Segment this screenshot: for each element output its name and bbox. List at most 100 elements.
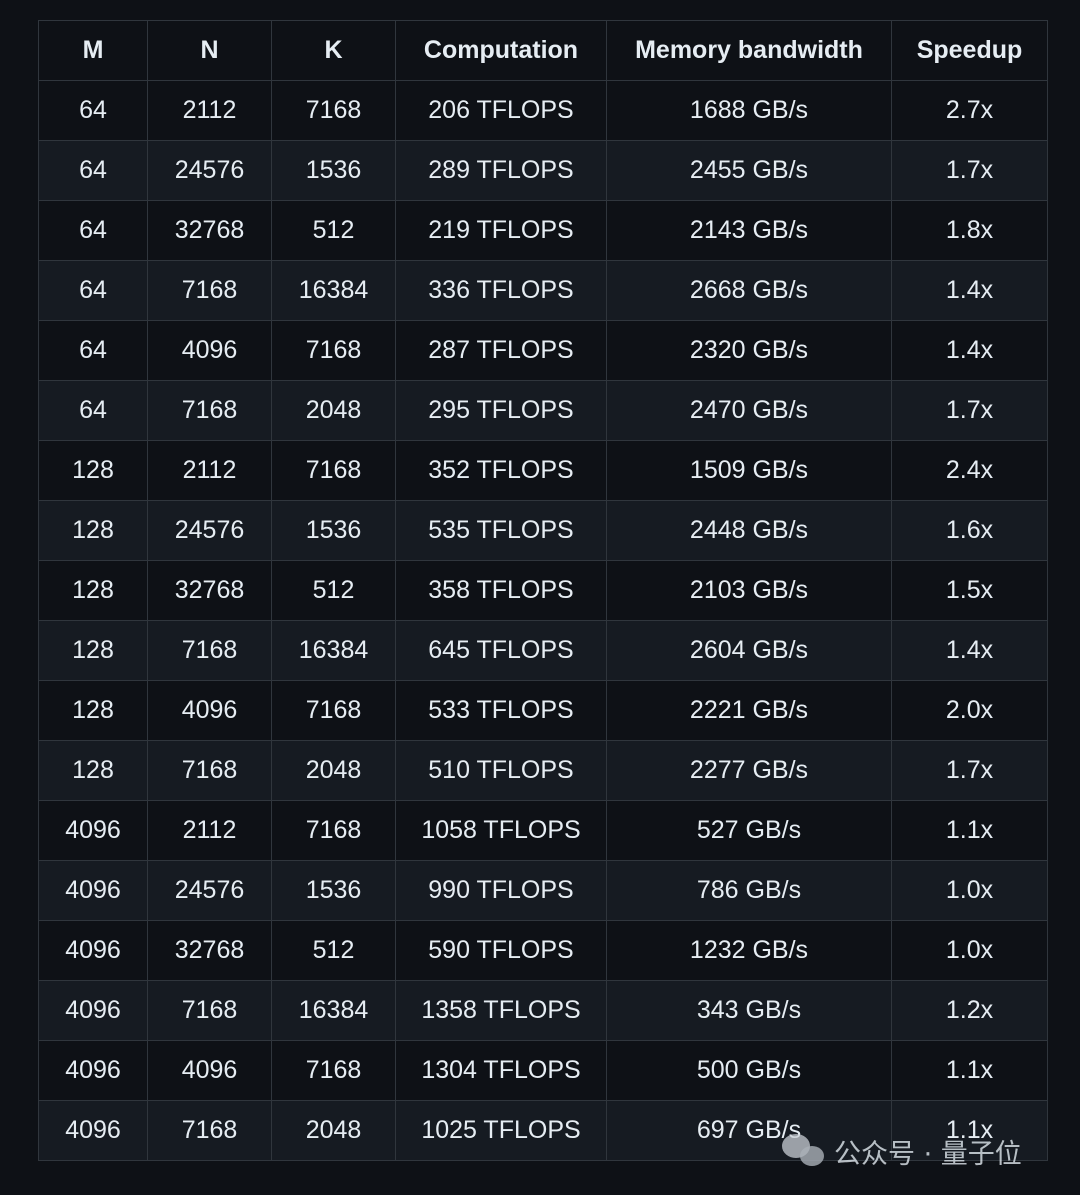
- cell-m: 64: [38, 80, 148, 141]
- table-body: 64 2112 7168 206 TFLOPS 1688 GB/s 2.7x 64 24576…: [38, 80, 1048, 1161]
- cell-speedup: 1.7x: [891, 140, 1048, 201]
- cell-speedup: 1.0x: [891, 860, 1048, 921]
- cell-speedup: 2.0x: [891, 680, 1048, 741]
- cell-m: 4096: [38, 1040, 148, 1101]
- cell-n: 24576: [147, 140, 272, 201]
- cell-computation: 206 TFLOPS: [395, 80, 607, 141]
- header-memory-bandwidth: Memory bandwidth: [606, 20, 892, 81]
- cell-speedup: 1.7x: [891, 740, 1048, 801]
- cell-n: 2112: [147, 80, 272, 141]
- cell-computation: 1358 TFLOPS: [395, 980, 607, 1041]
- cell-k: 512: [271, 920, 396, 981]
- cell-memory-bandwidth: 2470 GB/s: [606, 380, 892, 441]
- cell-m: 4096: [38, 800, 148, 861]
- cell-n: 7168: [147, 620, 272, 681]
- cell-n: 7168: [147, 380, 272, 441]
- cell-m: 4096: [38, 1100, 148, 1161]
- cell-k: 1536: [271, 860, 396, 921]
- table-row: 4096 7168 2048 1025 TFLOPS 697 GB/s 1.1x: [38, 1100, 1048, 1161]
- cell-speedup: 1.5x: [891, 560, 1048, 621]
- table-row: 4096 4096 7168 1304 TFLOPS 500 GB/s 1.1x: [38, 1040, 1048, 1101]
- cell-memory-bandwidth: 2143 GB/s: [606, 200, 892, 261]
- cell-k: 1536: [271, 500, 396, 561]
- cell-memory-bandwidth: 500 GB/s: [606, 1040, 892, 1101]
- cell-m: 128: [38, 500, 148, 561]
- table-row: 128 7168 16384 645 TFLOPS 2604 GB/s 1.4x: [38, 620, 1048, 681]
- cell-m: 128: [38, 620, 148, 681]
- header-row: M N K Computation Memory bandwidth Speed…: [38, 20, 1048, 81]
- cell-memory-bandwidth: 1509 GB/s: [606, 440, 892, 501]
- cell-m: 64: [38, 320, 148, 381]
- cell-n: 7168: [147, 740, 272, 801]
- table-row: 4096 2112 7168 1058 TFLOPS 527 GB/s 1.1x: [38, 800, 1048, 861]
- header-m: M: [38, 20, 148, 81]
- cell-memory-bandwidth: 2277 GB/s: [606, 740, 892, 801]
- cell-n: 7168: [147, 980, 272, 1041]
- cell-computation: 533 TFLOPS: [395, 680, 607, 741]
- cell-n: 4096: [147, 320, 272, 381]
- cell-computation: 219 TFLOPS: [395, 200, 607, 261]
- cell-n: 32768: [147, 200, 272, 261]
- cell-n: 4096: [147, 1040, 272, 1101]
- cell-n: 7168: [147, 1100, 272, 1161]
- cell-memory-bandwidth: 2448 GB/s: [606, 500, 892, 561]
- cell-k: 7168: [271, 80, 396, 141]
- cell-computation: 336 TFLOPS: [395, 260, 607, 321]
- table-row: 64 7168 2048 295 TFLOPS 2470 GB/s 1.7x: [38, 380, 1048, 441]
- table-row: 64 4096 7168 287 TFLOPS 2320 GB/s 1.4x: [38, 320, 1048, 381]
- cell-k: 2048: [271, 740, 396, 801]
- cell-k: 1536: [271, 140, 396, 201]
- table-row: 4096 7168 16384 1358 TFLOPS 343 GB/s 1.2x: [38, 980, 1048, 1041]
- cell-n: 2112: [147, 800, 272, 861]
- cell-computation: 358 TFLOPS: [395, 560, 607, 621]
- cell-memory-bandwidth: 1688 GB/s: [606, 80, 892, 141]
- cell-k: 16384: [271, 620, 396, 681]
- cell-memory-bandwidth: 786 GB/s: [606, 860, 892, 921]
- cell-memory-bandwidth: 2221 GB/s: [606, 680, 892, 741]
- cell-n: 4096: [147, 680, 272, 741]
- cell-n: 2112: [147, 440, 272, 501]
- cell-k: 7168: [271, 800, 396, 861]
- cell-computation: 1025 TFLOPS: [395, 1100, 607, 1161]
- table-row: 64 7168 16384 336 TFLOPS 2668 GB/s 1.4x: [38, 260, 1048, 321]
- cell-computation: 287 TFLOPS: [395, 320, 607, 381]
- cell-k: 16384: [271, 260, 396, 321]
- cell-memory-bandwidth: 527 GB/s: [606, 800, 892, 861]
- cell-memory-bandwidth: 2604 GB/s: [606, 620, 892, 681]
- cell-m: 128: [38, 560, 148, 621]
- benchmark-table: M N K Computation Memory bandwidth Speed…: [38, 20, 1048, 1161]
- cell-speedup: 2.4x: [891, 440, 1048, 501]
- cell-m: 64: [38, 140, 148, 201]
- benchmark-table-container: M N K Computation Memory bandwidth Speed…: [38, 20, 1048, 1161]
- cell-n: 24576: [147, 500, 272, 561]
- cell-computation: 510 TFLOPS: [395, 740, 607, 801]
- table-row: 64 2112 7168 206 TFLOPS 1688 GB/s 2.7x: [38, 80, 1048, 141]
- cell-memory-bandwidth: 697 GB/s: [606, 1100, 892, 1161]
- cell-k: 16384: [271, 980, 396, 1041]
- cell-speedup: 1.6x: [891, 500, 1048, 561]
- table-row: 4096 32768 512 590 TFLOPS 1232 GB/s 1.0x: [38, 920, 1048, 981]
- cell-memory-bandwidth: 2103 GB/s: [606, 560, 892, 621]
- cell-speedup: 1.1x: [891, 1040, 1048, 1101]
- cell-memory-bandwidth: 2320 GB/s: [606, 320, 892, 381]
- cell-speedup: 1.2x: [891, 980, 1048, 1041]
- cell-computation: 590 TFLOPS: [395, 920, 607, 981]
- cell-k: 2048: [271, 1100, 396, 1161]
- cell-m: 4096: [38, 920, 148, 981]
- header-speedup: Speedup: [891, 20, 1048, 81]
- cell-computation: 535 TFLOPS: [395, 500, 607, 561]
- cell-k: 7168: [271, 440, 396, 501]
- cell-m: 128: [38, 440, 148, 501]
- header-computation: Computation: [395, 20, 607, 81]
- cell-speedup: 1.8x: [891, 200, 1048, 261]
- header-n: N: [147, 20, 272, 81]
- cell-speedup: 1.1x: [891, 800, 1048, 861]
- header-k: K: [271, 20, 396, 81]
- cell-speedup: 2.7x: [891, 80, 1048, 141]
- cell-k: 2048: [271, 380, 396, 441]
- cell-m: 128: [38, 740, 148, 801]
- cell-computation: 1304 TFLOPS: [395, 1040, 607, 1101]
- cell-computation: 295 TFLOPS: [395, 380, 607, 441]
- table-row: 128 32768 512 358 TFLOPS 2103 GB/s 1.5x: [38, 560, 1048, 621]
- cell-speedup: 1.4x: [891, 260, 1048, 321]
